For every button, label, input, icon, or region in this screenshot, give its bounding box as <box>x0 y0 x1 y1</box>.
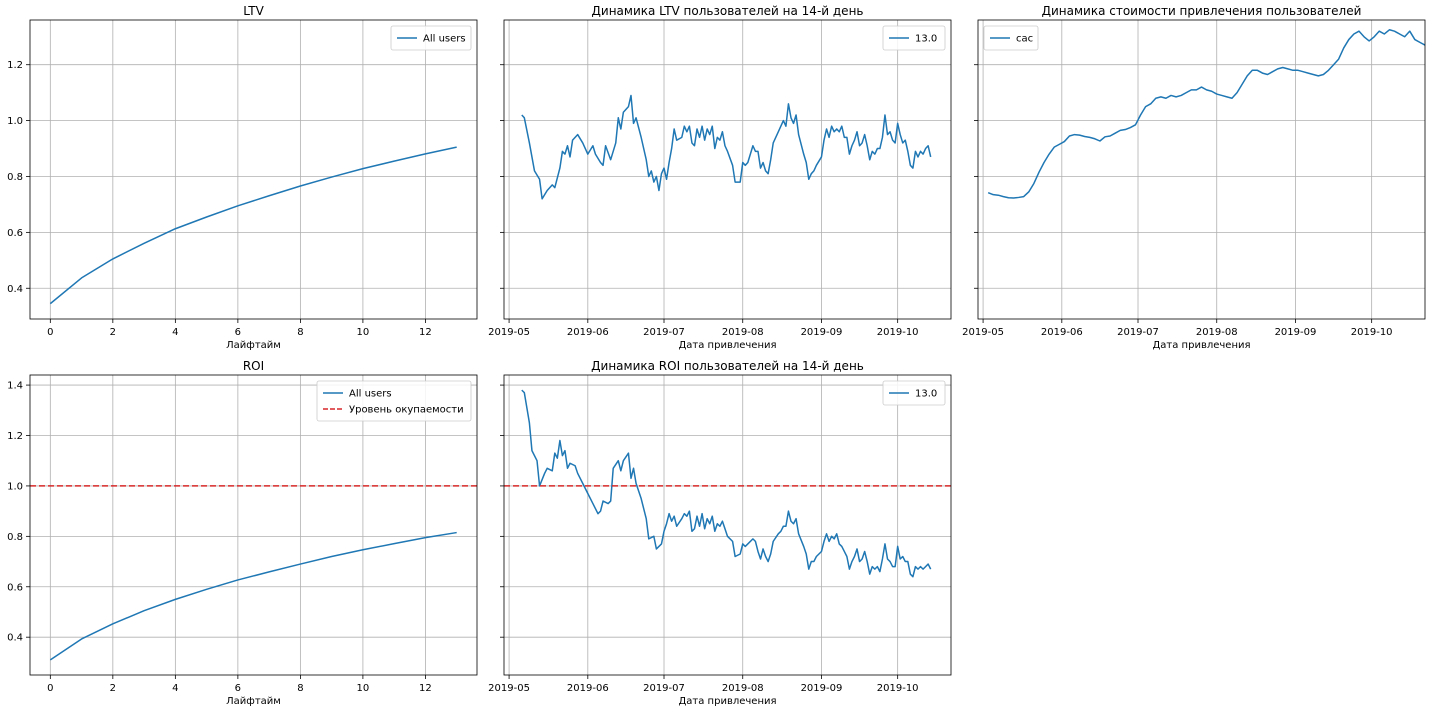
x-tick-label: 2019-05 <box>962 327 1004 338</box>
subplot-3: 2019-05 2019-06 2019-07 2019-08 2019-09 2019-… <box>962 4 1426 351</box>
y-tick-label: 0.6 <box>7 582 23 593</box>
y-tick-label: 0.4 <box>7 633 23 644</box>
subplot-5: 2019-05 2019-06 2019-07 2019-08 2019-09 2019-… <box>488 359 952 707</box>
chart-title: ROI <box>243 359 264 373</box>
chart-title: Динамика LTV пользователей на 14-й день <box>592 4 864 18</box>
x-tick-label: 2019-09 <box>801 683 843 694</box>
x-axis-label: Дата привлечения <box>1152 340 1250 351</box>
x-tick-label: 2 <box>110 683 116 694</box>
legend-box <box>390 25 472 51</box>
x-tick-label: 4 <box>172 683 178 694</box>
x-tick-label: 2019-08 <box>722 683 764 694</box>
legend-label: 13.0 <box>915 389 937 400</box>
y-tick-label: 1.4 <box>7 381 23 392</box>
legend-label: All users <box>349 389 392 400</box>
x-tick-label: 8 <box>297 327 303 338</box>
x-axis-label: Дата привлечения <box>678 696 776 707</box>
x-tick-label: 2019-09 <box>801 327 843 338</box>
y-tick-label: 1.0 <box>7 116 23 127</box>
y-tick-label: 0.4 <box>7 284 23 295</box>
x-tick-label: 0 <box>47 683 53 694</box>
x-axis-label: Дата привлечения <box>678 340 776 351</box>
series-line-1 <box>49 146 457 305</box>
x-tick-label: 10 <box>357 683 370 694</box>
x-axis-label: Лайфтайм <box>226 696 281 707</box>
chart-title: Динамика стоимости привлечения пользоват… <box>1042 4 1362 18</box>
x-tick-label: 2019-06 <box>1041 327 1083 338</box>
x-tick-label: 2019-05 <box>488 683 530 694</box>
legend: All users Уровень окупаемости <box>316 380 472 422</box>
x-tick-label: 2019-06 <box>567 327 609 338</box>
x-tick-label: 2019-10 <box>877 327 919 338</box>
axes-frame <box>503 19 952 320</box>
y-tick-label: 0.8 <box>7 172 23 183</box>
x-tick-label: 2019-06 <box>567 683 609 694</box>
y-tick-label: 0.6 <box>7 228 23 239</box>
x-tick-label: 2019-10 <box>877 683 919 694</box>
x-tick-label: 12 <box>419 327 432 338</box>
series-line-1 <box>521 389 932 578</box>
legend-label: All users <box>423 34 466 45</box>
x-tick-label: 12 <box>419 683 432 694</box>
x-tick-label: 2019-07 <box>643 327 685 338</box>
legend-label: cac <box>1016 34 1033 45</box>
legend: 13.0 <box>882 25 946 51</box>
y-tick-label: 1.2 <box>7 60 23 71</box>
legend-box <box>983 25 1039 51</box>
x-tick-label: 2019-07 <box>643 683 685 694</box>
y-tick-label: 0.8 <box>7 532 23 543</box>
x-tick-label: 2019-08 <box>722 327 764 338</box>
x-tick-label: 2019-08 <box>1196 327 1238 338</box>
series-line-1 <box>49 531 457 661</box>
x-tick-label: 6 <box>235 683 241 694</box>
axes-frame <box>977 19 1426 320</box>
x-tick-label: 2 <box>110 327 116 338</box>
x-tick-label: 2019-05 <box>488 327 530 338</box>
legend: cac <box>983 25 1039 51</box>
x-tick-label: 2019-07 <box>1117 327 1159 338</box>
y-tick-label: 1.2 <box>7 431 23 442</box>
x-tick-label: 2019-10 <box>1351 327 1393 338</box>
axes-frame <box>503 374 952 676</box>
subplot-4: 0 2 4 6 8 10 12 0.4 0.6 0.8 1.0 1.2 1.4 ROI Лайфтайм Al… <box>7 359 478 707</box>
y-tick-label: 1.0 <box>7 481 23 492</box>
legend-label: Уровень окупаемости <box>349 405 464 416</box>
chart-title: Динамика ROI пользователей на 14-й день <box>591 359 864 373</box>
subplot-2: 2019-05 2019-06 2019-07 2019-08 2019-09 2019-… <box>488 4 952 351</box>
x-tick-label: 4 <box>172 327 178 338</box>
legend: All users <box>390 25 472 51</box>
series-line-1 <box>521 94 932 200</box>
x-tick-label: 8 <box>297 683 303 694</box>
x-tick-label: 0 <box>47 327 53 338</box>
series-line-1 <box>987 29 1425 199</box>
x-tick-label: 2019-09 <box>1275 327 1317 338</box>
legend-label: 13.0 <box>915 34 937 45</box>
x-tick-label: 10 <box>357 327 370 338</box>
subplot-1: 0 2 4 6 8 10 12 0.4 0.6 0.8 1.0 1.2 LTV Лайфтайм All u… <box>7 4 478 351</box>
x-tick-label: 6 <box>235 327 241 338</box>
axes-frame <box>29 374 478 676</box>
legend: 13.0 <box>882 380 946 406</box>
legend-box <box>882 25 946 51</box>
axes-frame <box>29 19 478 320</box>
legend-box <box>316 380 472 422</box>
x-axis-label: Лайфтайм <box>226 340 281 351</box>
chart-title: LTV <box>243 4 264 18</box>
legend-box <box>882 380 946 406</box>
